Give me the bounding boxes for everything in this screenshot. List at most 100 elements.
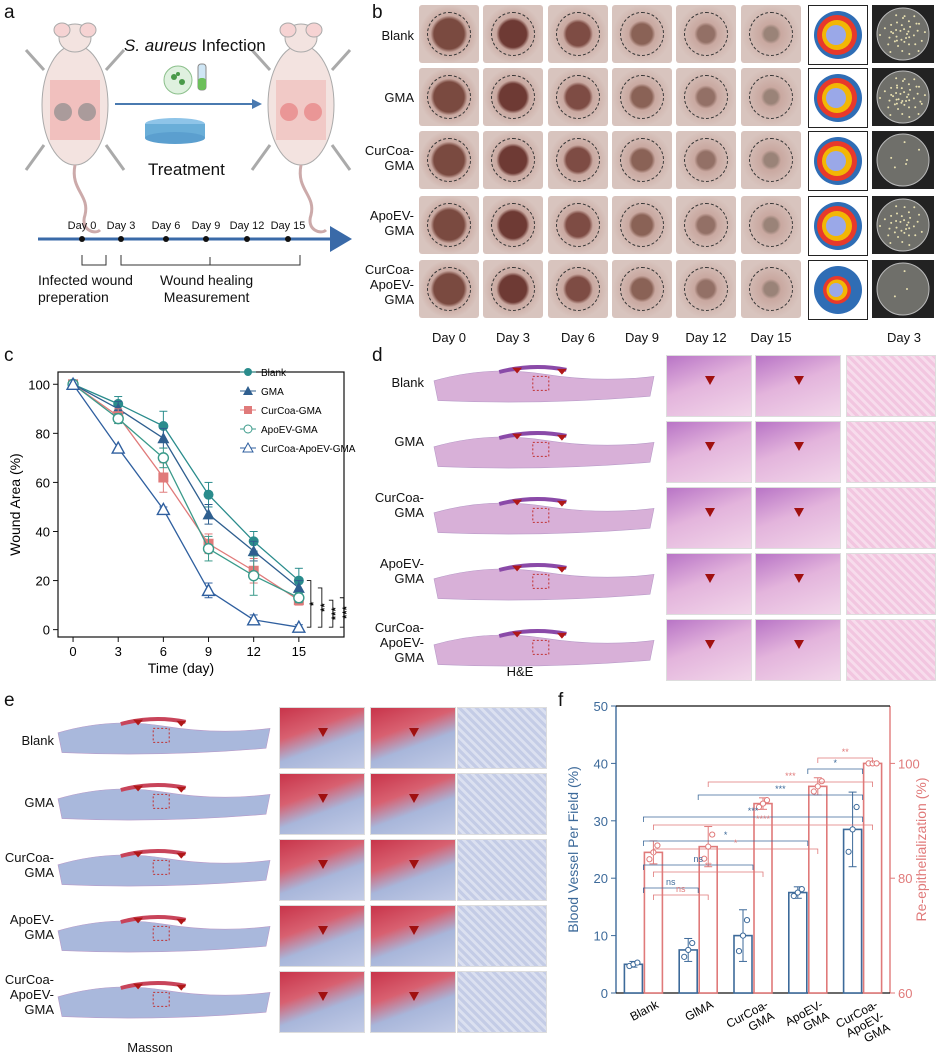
data-point: [247, 545, 260, 557]
colony-dot: [903, 28, 906, 31]
timeline-day-label: Day 3: [106, 220, 136, 232]
sig-bracket: [339, 597, 345, 628]
legend-marker: [244, 406, 252, 414]
sig-bracket-blue: [697, 794, 863, 800]
wound-outline: [684, 138, 728, 182]
day-label: Day 0: [432, 330, 466, 345]
tissue-body: [57, 986, 271, 1019]
legend-marker: [242, 441, 254, 453]
wound-outline: [427, 203, 471, 247]
sig-bracket-red: [653, 848, 819, 854]
wound-edge-marker: [318, 794, 328, 803]
timeline-day-label: Day 15: [270, 220, 306, 232]
colony-dot: [903, 15, 906, 18]
colony-dot: [918, 213, 921, 216]
wound-outline: [427, 267, 471, 311]
zoom-image: [755, 619, 841, 681]
wound-outline: [491, 12, 535, 56]
wound-photo: [419, 260, 479, 318]
wound-photo: [548, 260, 608, 318]
dot-blood-vessel: [853, 803, 860, 811]
colony-dot: [912, 225, 915, 228]
colony-dot: [893, 40, 896, 43]
zoom-box: [152, 793, 170, 809]
zoom-image: [666, 355, 752, 417]
zoom-image: [846, 487, 936, 549]
zoom-image: [457, 971, 547, 1033]
sig-label-blue: *: [833, 758, 837, 768]
zoom-box: [152, 991, 170, 1007]
day-label: Day 6: [561, 330, 595, 345]
y-tick-label-left: 40: [594, 756, 608, 771]
x-tick-label: Blank: [628, 997, 662, 1024]
y-tick-label-left: 0: [601, 986, 608, 1001]
timeline-day-label: Day 12: [229, 220, 265, 232]
masson-caption: Masson: [127, 1040, 173, 1055]
trace-day9: [826, 88, 846, 108]
legend-marker: [244, 368, 252, 376]
legend-marker: [243, 424, 253, 434]
colony-dot: [912, 97, 915, 100]
colony-dot: [900, 229, 903, 232]
timeline-day-label: Day 6: [151, 220, 181, 232]
wound-edge-marker: [133, 719, 144, 726]
sig-bracket-blue: [643, 864, 754, 870]
zoom-image: [666, 553, 752, 615]
zoom-image: [666, 487, 752, 549]
dot-reepithelialization: [705, 843, 712, 850]
wound-trace-diagram: [808, 131, 868, 191]
colony-dot: [905, 36, 908, 39]
wound-edge-marker: [176, 918, 187, 925]
colony-dot: [897, 236, 900, 239]
series-line: [72, 383, 299, 628]
colony-dot: [890, 214, 893, 217]
legend-label: Blank: [261, 368, 287, 379]
colony-dot: [889, 51, 892, 54]
dot-blood-vessel: [794, 889, 801, 896]
data-point: [202, 508, 215, 520]
colony-dot: [906, 33, 908, 35]
wound-photo: [741, 5, 801, 63]
petri-plate: [872, 131, 934, 189]
zoom-image: [370, 839, 456, 901]
sig-label-red: ****: [756, 814, 771, 824]
colony-dot: [893, 231, 896, 234]
row-label: CurCoa- GMA: [374, 490, 424, 520]
tissue-section: [56, 713, 272, 757]
colony-dot: [893, 295, 896, 298]
wound-trace-diagram: [808, 260, 868, 320]
zoom-image: [846, 355, 936, 417]
sig-label: ***: [341, 605, 353, 619]
tissue-body: [57, 920, 271, 953]
wound-edge-marker: [556, 434, 567, 441]
wound-photo: [676, 260, 736, 318]
colony-dot: [883, 27, 886, 30]
wound-outline: [749, 267, 793, 311]
sig-bracket-blue: [643, 816, 863, 822]
colony-dot: [903, 231, 906, 234]
panel-label-d: d: [372, 345, 383, 366]
wound-edge-marker: [556, 368, 567, 375]
wound-edge-marker: [409, 794, 419, 803]
infection-label: S. aureus Infection: [124, 36, 266, 55]
row-label: Blank: [21, 733, 54, 748]
colony-dot: [883, 90, 886, 93]
colony-dot: [920, 230, 923, 233]
y-tick-label-right: 80: [898, 871, 912, 886]
zoom-image: [457, 773, 547, 835]
colony-dot: [915, 85, 918, 88]
data-point: [65, 376, 81, 390]
vessel-reepi-chart: 0 10 20 30 40 50 60 80 100 Blood Vessel Per Field…: [565, 700, 929, 1045]
y-tick-label-left: 50: [594, 700, 608, 714]
data-point: [112, 402, 125, 414]
colony-dot: [912, 34, 915, 37]
data-point: [203, 489, 214, 500]
colony-dot: [909, 216, 912, 219]
he-caption: H&E: [506, 664, 534, 679]
row-label: GMA: [384, 90, 414, 105]
dot-blood-vessel: [685, 946, 692, 954]
wound-edge-marker: [512, 367, 523, 374]
tissue-epidermis: [120, 914, 186, 924]
colony-dot: [908, 244, 911, 247]
wound-trace-diagram: [808, 68, 868, 128]
